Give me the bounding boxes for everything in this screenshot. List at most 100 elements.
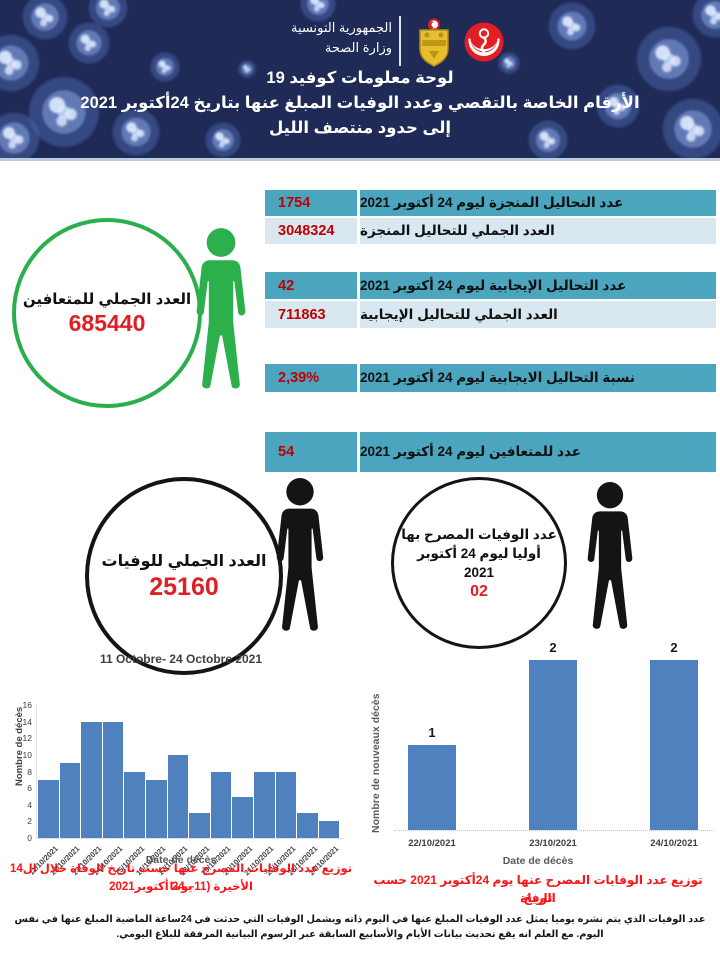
total-deaths-value: 25160	[149, 572, 219, 601]
reported-deaths-value: 02	[470, 583, 488, 600]
recovered-today-value: 54	[265, 432, 357, 472]
y-axis-tick-label: 8	[27, 766, 32, 777]
virus-particle-icon	[238, 60, 256, 78]
chart-left-bar	[318, 821, 340, 838]
chart-right-data-label: 2	[670, 640, 678, 655]
stat-row-positivity-rate: 2,39% نسبة التحاليل الايجابية ليوم 24 أك…	[265, 364, 716, 392]
virus-particle-icon	[0, 112, 40, 158]
chart-left-bar	[210, 771, 232, 838]
reported-deaths-person-icon	[577, 481, 643, 638]
y-axis-tick-label: 14	[22, 716, 32, 727]
chart-left-x-axis-label: Date de décès	[145, 854, 217, 866]
chart-right-x-tick-label: 24/10/2021	[650, 838, 698, 849]
chart-right-x-tick-label: 23/10/2021	[529, 838, 577, 849]
chart-left-bar	[146, 779, 167, 838]
positive-today-value: 42	[265, 272, 357, 299]
recovered-today-label: عدد للمتعافين ليوم 24 أكتوبر 2021	[360, 432, 716, 472]
chart-right-caption-line2: الوفاة	[520, 891, 556, 905]
stat-row-recovered-today: 54 عدد للمتعافين ليوم 24 أكتوبر 2021	[265, 432, 716, 472]
total-deaths-circle: العدد الجملي للوفيات 25160	[85, 477, 283, 675]
gov-line-2: وزارة الصحة	[324, 40, 392, 55]
chart-left-title: 11 Octobre- 24 Octobre 2021	[99, 652, 263, 666]
x-axis-line	[394, 830, 714, 831]
stat-row-tests-today: 1754 عدد التحاليل المنجزة ليوم 24 أكتوبر…	[265, 190, 716, 216]
chart-right-data-label: 1	[428, 725, 436, 740]
deaths-by-date-14day-chart: 11 Octobre- 24 Octobre 2021 Nombre de dé…	[6, 646, 356, 908]
chart-right-bar	[408, 745, 456, 830]
chart-left-bar	[275, 771, 297, 838]
chart-right-bar	[650, 660, 698, 830]
chart-left-caption-line1: توزيع عدد الوفايات المصرح عنها حسب تاريخ…	[9, 863, 353, 893]
y-axis-line	[36, 705, 37, 838]
total-recovered-value: 685440	[68, 309, 146, 336]
y-axis-tick-label: 12	[22, 733, 32, 744]
new-deaths-by-date-chart: Nombre de nouveaux décès 1 22/10/2021 2 23/…	[358, 628, 718, 912]
row-gap	[357, 190, 360, 216]
virus-particle-icon	[28, 76, 100, 148]
reported-deaths-circle: عدد الوفيات المصرح بها أوليا ليوم 24 أكت…	[391, 477, 567, 649]
chart-right-x-tick-label: 22/10/2021	[408, 838, 456, 849]
virus-particle-icon	[662, 98, 720, 158]
virus-particle-icon	[205, 122, 241, 158]
tunisia-coat-of-arms-icon	[417, 18, 451, 73]
stat-row-positive-today: 42 عدد التحاليل الإيجابية ليوم 24 أكتوبر…	[265, 272, 716, 299]
positive-total-label: العدد الجملي للتحاليل الإيجابية	[360, 301, 716, 328]
deaths-person-icon	[266, 477, 334, 640]
y-axis-tick-label: 2	[27, 816, 32, 827]
virus-particle-icon	[112, 108, 160, 156]
chart-right-bar	[529, 660, 577, 830]
stat-row-tests-total: 3048324 العدد الجملي للتحاليل المنجزة	[265, 218, 716, 244]
total-recovered-label: العدد الجملي للمتعافين	[22, 290, 192, 308]
gov-line-1: الجمهورية التونسية	[291, 20, 392, 35]
chart-left-bar	[124, 771, 145, 838]
reported-deaths-line2: أوليا ليوم 24 أكتوبر	[417, 546, 541, 561]
row-gap	[357, 432, 360, 472]
header-divider	[399, 16, 401, 66]
positive-total-value: 711863	[265, 301, 357, 328]
virus-particle-icon	[528, 120, 568, 158]
chart-left-bar	[167, 755, 189, 838]
chart-left-caption-line2: الأخيرة (11– 24 أكتوبر2021	[109, 881, 253, 893]
y-axis-tick-label: 10	[22, 750, 32, 760]
positivity-rate-value: 2,39%	[265, 364, 357, 392]
virus-particle-icon	[596, 84, 640, 128]
total-deaths-label: العدد الجملي للوفيات	[101, 552, 267, 570]
reported-deaths-line3: 2021	[463, 565, 495, 580]
y-axis-tick-label: 0	[27, 833, 32, 843]
virus-particle-icon	[300, 0, 336, 22]
virus-particle-icon	[0, 34, 40, 92]
positivity-rate-label: نسبة التحاليل الايجابية ليوم 24 أكتوبر 2…	[360, 364, 716, 392]
recovered-person-icon	[185, 227, 257, 398]
virus-particle-icon	[636, 26, 702, 92]
y-axis-tick-label: 4	[27, 799, 32, 810]
virus-particle-icon	[68, 22, 110, 64]
chart-left-bar	[81, 721, 102, 838]
tests-today-value: 1754	[265, 190, 357, 216]
chart-right-y-axis-label: Nombre de nouveaux décès	[370, 693, 382, 833]
chart-left-bar	[189, 813, 210, 838]
chart-left-bar	[102, 721, 124, 838]
chart-right-caption-line1: توزيع عدد الوفايات المصرح عنها يوم 24أكت…	[373, 873, 703, 905]
tests-total-value: 3048324	[265, 218, 357, 244]
x-axis-line	[36, 838, 345, 839]
virus-particle-icon	[22, 0, 68, 40]
chart-right-x-axis-label: Date de décès	[502, 855, 574, 867]
y-axis-tick-label: 6	[27, 783, 32, 794]
dashboard-title-block: لوحة معلومات كوفيد 19 الأرقام الخاصة بال…	[0, 66, 720, 141]
logo-row: الجمهورية التونسية وزارة الصحة	[0, 8, 720, 67]
chart-left-bar	[254, 771, 275, 838]
title-line-3: إلى حدود منتصف الليل	[268, 119, 452, 137]
daily-report-footnote: عدد الوفيات الذي يتم نشره يوميا يمثل عدد…	[14, 914, 706, 940]
row-gap	[357, 364, 360, 392]
total-recovered-circle: العدد الجملي للمتعافين 685440	[12, 218, 202, 408]
chart-left-bar	[297, 813, 318, 838]
chart-left-bar	[59, 763, 81, 838]
chart-right-data-label: 2	[549, 640, 557, 655]
positive-today-label: عدد التحاليل الإيجابية ليوم 24 أكتوبر 20…	[360, 272, 716, 299]
row-gap	[357, 218, 360, 244]
header-banner: الجمهورية التونسية وزارة الصحة	[0, 0, 720, 161]
chart-left-bar	[232, 796, 253, 838]
tests-total-label: العدد الجملي للتحاليل المنجزة	[360, 218, 716, 244]
stat-row-positive-total: 711863 العدد الجملي للتحاليل الإيجابية	[265, 301, 716, 328]
